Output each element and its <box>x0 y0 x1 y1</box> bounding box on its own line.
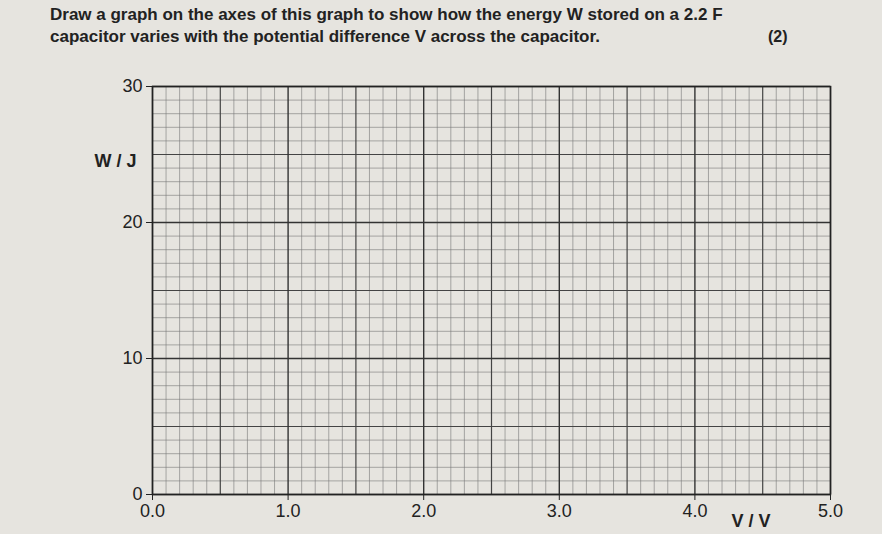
svg-text:20: 20 <box>122 212 142 232</box>
svg-text:4.0: 4.0 <box>682 501 707 521</box>
svg-text:V / V: V / V <box>731 511 770 531</box>
svg-text:0: 0 <box>132 484 142 504</box>
svg-text:5.0: 5.0 <box>818 501 843 521</box>
html-text:Draw a graph on the axes of th: Draw a graph on the axes of this graph t… <box>50 5 723 46</box>
svg-text:2.0: 2.0 <box>411 501 436 521</box>
svg-text:30: 30 <box>122 76 142 96</box>
svg-text:1.0: 1.0 <box>276 501 301 521</box>
svg-text:3.0: 3.0 <box>547 501 572 521</box>
svg-text:10: 10 <box>122 348 142 368</box>
svg-text:0.0: 0.0 <box>140 501 165 521</box>
svg-text:W / J: W / J <box>95 151 137 171</box>
html-text:(2): (2) <box>768 28 788 45</box>
